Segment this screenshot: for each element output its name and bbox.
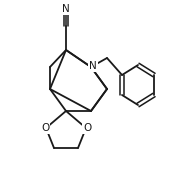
Text: O: O [41,123,49,133]
Text: O: O [83,123,91,133]
Text: N: N [62,4,70,14]
Text: N: N [89,61,97,71]
